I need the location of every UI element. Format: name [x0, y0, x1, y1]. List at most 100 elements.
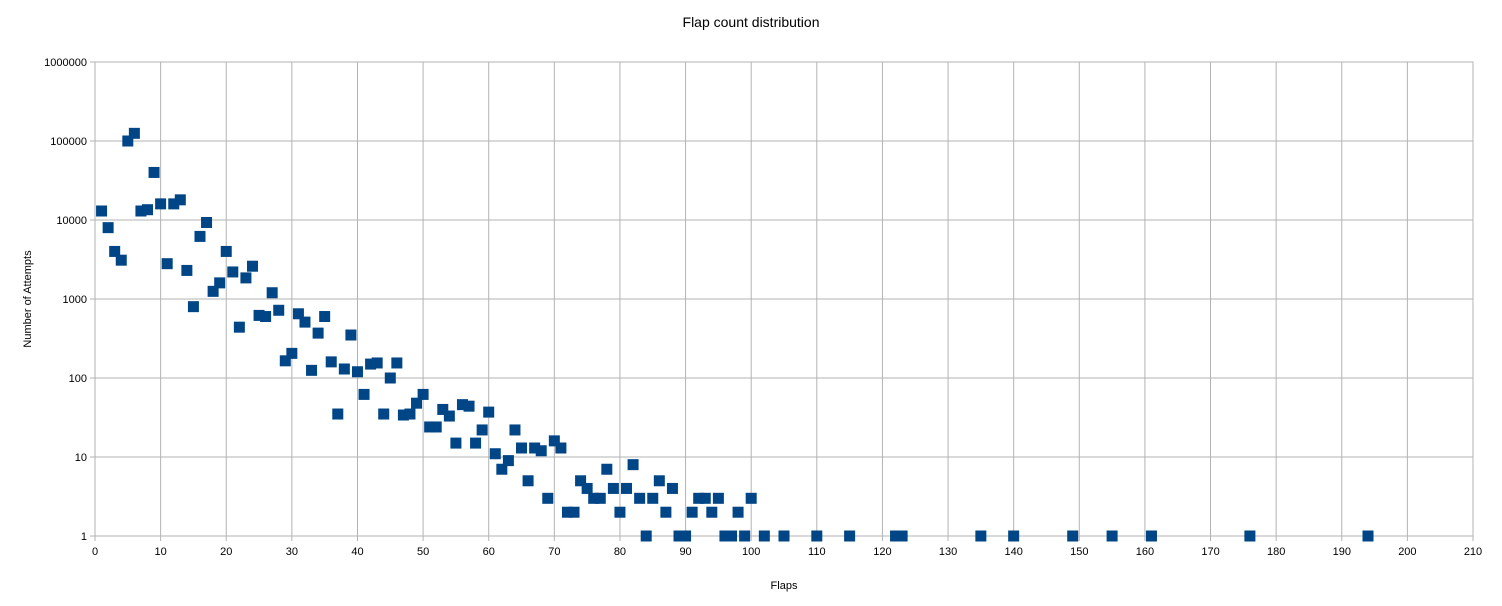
- x-tick-label: 170: [1201, 546, 1219, 558]
- x-tick-label: 210: [1464, 546, 1482, 558]
- x-tick-label: 30: [286, 546, 298, 558]
- data-point: [496, 463, 508, 475]
- x-tick-label: 10: [154, 546, 166, 558]
- data-point: [522, 475, 534, 487]
- x-tick-label: 150: [1070, 546, 1088, 558]
- data-point: [187, 301, 199, 313]
- data-point: [463, 400, 475, 412]
- data-point: [627, 459, 639, 471]
- data-point: [542, 492, 554, 504]
- data-point: [338, 363, 350, 375]
- data-point: [168, 198, 180, 210]
- data-point: [673, 530, 685, 542]
- data-point: [601, 463, 613, 475]
- data-point: [555, 442, 567, 454]
- data-point: [706, 506, 718, 518]
- data-point: [758, 530, 770, 542]
- data-point: [502, 455, 514, 467]
- data-point: [424, 421, 436, 433]
- x-tick-label: 60: [483, 546, 495, 558]
- data-point: [220, 245, 232, 257]
- data-point: [417, 388, 429, 400]
- data-point: [141, 204, 153, 216]
- data-point: [365, 358, 377, 370]
- data-point: [509, 424, 521, 436]
- data-point: [148, 166, 160, 178]
- data-point: [214, 277, 226, 289]
- x-tick-label: 20: [220, 546, 232, 558]
- data-point: [640, 530, 652, 542]
- data-point: [279, 355, 291, 367]
- data-point: [1067, 530, 1079, 542]
- x-tick-label: 160: [1136, 546, 1154, 558]
- x-tick-label: 120: [873, 546, 891, 558]
- data-point: [207, 285, 219, 297]
- data-point: [312, 327, 324, 339]
- data-point: [115, 254, 127, 266]
- data-point: [155, 198, 167, 210]
- grid-lines: [94, 61, 1474, 537]
- x-tick-label: 100: [742, 546, 760, 558]
- data-point: [653, 475, 665, 487]
- data-point: [666, 482, 678, 494]
- x-tick-label: 110: [808, 546, 826, 558]
- data-point: [96, 205, 108, 217]
- data-point: [614, 506, 626, 518]
- data-point: [411, 397, 423, 409]
- data-point: [712, 492, 724, 504]
- data-point: [351, 366, 363, 378]
- data-points: [96, 127, 1374, 542]
- data-point: [450, 437, 462, 449]
- data-point: [699, 492, 711, 504]
- x-tick-label: 0: [92, 546, 98, 558]
- data-point: [391, 357, 403, 369]
- data-point: [1008, 530, 1020, 542]
- data-point: [476, 424, 488, 436]
- data-point: [529, 442, 541, 454]
- data-point: [588, 492, 600, 504]
- data-point: [621, 482, 633, 494]
- x-tick-label: 200: [1398, 546, 1416, 558]
- data-point: [660, 506, 672, 518]
- data-point: [397, 409, 409, 421]
- data-point: [581, 482, 593, 494]
- data-point: [227, 266, 239, 278]
- axis-ticks: 0 10 20 30 40 50 60 70 80 90 100 110 120 130 140 150 160…: [44, 57, 1482, 558]
- data-point: [548, 435, 560, 447]
- data-point: [371, 357, 383, 369]
- data-point: [430, 421, 442, 433]
- data-point: [266, 287, 278, 299]
- data-point: [306, 364, 318, 376]
- data-point: [1244, 530, 1256, 542]
- data-point: [384, 372, 396, 384]
- data-point: [470, 437, 482, 449]
- data-point: [437, 403, 449, 415]
- data-point: [516, 442, 528, 454]
- data-point: [299, 316, 311, 328]
- data-point: [647, 492, 659, 504]
- y-axis-title: Number of Attempts: [22, 250, 34, 348]
- data-point: [246, 260, 258, 272]
- y-tick-label: 10: [75, 452, 87, 464]
- chart-title: Flap count distribution: [682, 14, 820, 30]
- data-point: [456, 399, 468, 411]
- data-point: [811, 530, 823, 542]
- data-point: [1106, 530, 1118, 542]
- data-point: [686, 506, 698, 518]
- data-point: [128, 127, 140, 139]
- data-point: [975, 530, 987, 542]
- data-point: [286, 347, 298, 359]
- data-point: [483, 406, 495, 418]
- x-tick-label: 50: [417, 546, 429, 558]
- data-point: [319, 311, 331, 323]
- data-point: [1145, 530, 1157, 542]
- data-point: [489, 448, 501, 460]
- x-axis-title: Flaps: [771, 580, 798, 592]
- data-point: [1362, 530, 1374, 542]
- data-point: [896, 530, 908, 542]
- data-point: [358, 388, 370, 400]
- data-point: [174, 194, 186, 206]
- data-point: [273, 304, 285, 316]
- data-point: [739, 530, 751, 542]
- data-point: [181, 264, 193, 276]
